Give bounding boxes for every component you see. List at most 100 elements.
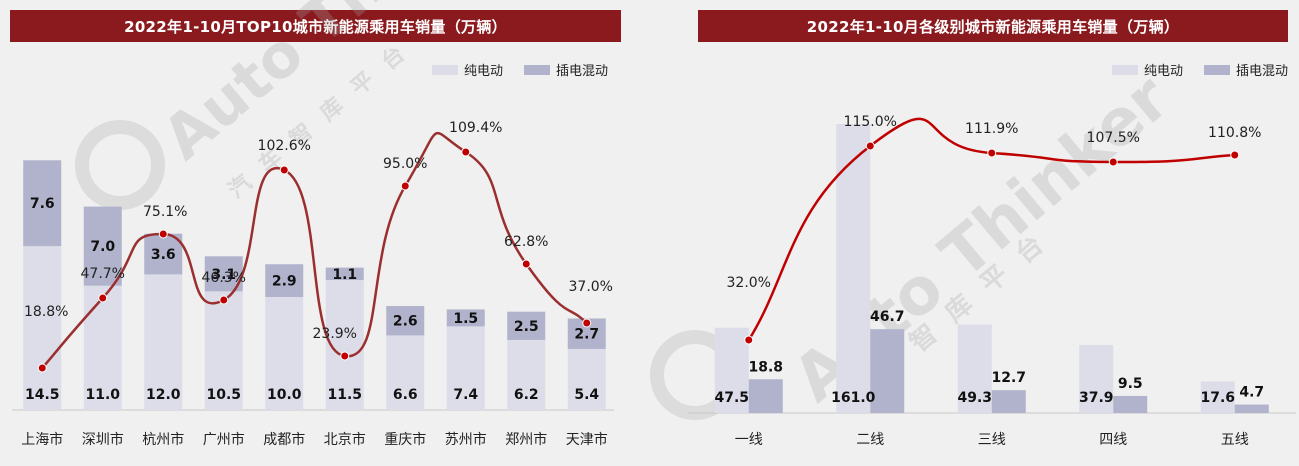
growth-label: 18.8% [24, 304, 68, 320]
x-tick-label: 重庆市 [384, 431, 426, 448]
growth-point [158, 229, 168, 239]
left-chart-title: 2022年1-10月TOP10城市新能源乘用车销量（万辆） [10, 10, 621, 42]
bar-label-bev: 161.0 [831, 390, 876, 406]
bar-phev [1234, 404, 1269, 413]
bar-phev [748, 379, 783, 413]
growth-label: 115.0% [844, 114, 897, 130]
x-tick-label: 三线 [978, 432, 1006, 448]
growth-point [865, 141, 875, 151]
bar-label-bev: 10.0 [267, 387, 302, 403]
x-tick-label: 四线 [1099, 432, 1127, 448]
growth-label: 32.0% [727, 275, 771, 291]
bar-label-bev: 49.3 [957, 390, 992, 406]
growth-point [521, 259, 531, 269]
bar-phev [265, 264, 304, 297]
growth-point [219, 295, 229, 305]
legend-swatch-bev [1112, 65, 1138, 75]
legend-swatch-bev [432, 65, 458, 75]
growth-label: 102.6% [258, 138, 311, 154]
bar-bev [83, 285, 122, 410]
bar-bev [957, 324, 992, 413]
bar-bev [507, 339, 546, 410]
growth-label: 62.8% [504, 234, 548, 250]
x-tick-label: 成都市 [263, 431, 305, 448]
growth-point [340, 351, 350, 361]
bar-label-phev: 1.1 [332, 267, 357, 283]
bar-label-bev: 47.5 [714, 390, 749, 406]
bar-label-bev: 37.9 [1079, 390, 1114, 406]
bar-label-bev: 12.0 [146, 387, 181, 403]
bar-bev [204, 291, 243, 410]
growth-label: 37.0% [569, 279, 613, 295]
right-chart-title: 2022年1-10月各级别城市新能源乘用车销量（万辆） [698, 10, 1288, 42]
legend-label-bev: 纯电动 [464, 64, 503, 79]
bar-label-bev: 10.5 [206, 387, 241, 403]
legend-label-phev: 插电混动 [556, 64, 608, 79]
x-tick-label: 二线 [856, 432, 884, 448]
bar-bev [386, 335, 425, 410]
growth-point [744, 335, 754, 345]
bar-phev [23, 160, 62, 247]
bar-label-bev: 5.4 [574, 387, 599, 403]
bar-phev [325, 267, 364, 281]
bar-label-bev: 11.0 [85, 387, 120, 403]
bar-bev [446, 326, 485, 410]
legend-swatch-phev [524, 65, 550, 75]
bar-label-phev: 9.5 [1118, 376, 1143, 392]
bar-phev [83, 206, 122, 286]
x-tick-label: 杭州市 [142, 431, 184, 448]
bar-phev [446, 309, 485, 327]
x-tick-label: 郑州市 [505, 431, 547, 448]
bar-label-phev: 2.9 [272, 274, 297, 290]
bar-phev [144, 233, 183, 275]
growth-label: 23.9% [313, 326, 357, 342]
growth-label: 95.0% [383, 156, 427, 172]
bar-label-bev: 7.4 [453, 387, 478, 403]
bar-bev [1200, 381, 1235, 413]
bar-phev [386, 306, 425, 336]
growth-point [98, 293, 108, 303]
bar-bev [1079, 344, 1114, 413]
bar-bev [265, 297, 304, 410]
x-tick-label: 一线 [735, 432, 763, 448]
bar-bev [567, 348, 606, 410]
growth-label: 111.9% [965, 121, 1018, 137]
bar-bev [144, 274, 183, 410]
bar-label-phev: 12.7 [991, 370, 1026, 386]
growth-label: 46.3% [202, 270, 246, 286]
growth-point [37, 363, 47, 373]
bar-label-bev: 14.5 [25, 387, 60, 403]
x-tick-label: 深圳市 [82, 431, 124, 448]
x-tick-label: 五线 [1221, 432, 1249, 448]
growth-point [279, 165, 289, 175]
bar-phev [870, 329, 905, 413]
bar-label-bev: 6.6 [393, 387, 418, 403]
growth-line-left [41, 131, 588, 369]
growth-label: 47.7% [81, 266, 125, 282]
bar-bev [23, 246, 62, 410]
bar-bev [714, 327, 749, 413]
bar-label-phev: 2.5 [514, 319, 539, 335]
growth-label: 109.4% [449, 120, 502, 136]
legend-label-bev: 纯电动 [1144, 64, 1183, 79]
growth-label: 110.8% [1208, 125, 1261, 141]
growth-label: 107.5% [1087, 130, 1140, 146]
x-tick-label: 天津市 [566, 431, 608, 448]
bar-label-bev: 17.6 [1200, 390, 1235, 406]
bar-label-bev: 6.2 [514, 387, 539, 403]
bar-phev [507, 311, 546, 340]
bar-label-phev: 1.5 [453, 311, 478, 327]
bar-phev [991, 390, 1026, 413]
growth-line-right [747, 117, 1235, 341]
bar-label-phev: 7.6 [30, 196, 55, 212]
bar-label-phev: 46.7 [870, 309, 905, 325]
x-tick-label: 广州市 [203, 431, 245, 448]
growth-point [1108, 157, 1118, 167]
bar-label-phev: 2.7 [574, 327, 599, 343]
growth-point [400, 181, 410, 191]
x-tick-label: 上海市 [21, 431, 63, 448]
x-tick-label: 苏州市 [445, 431, 487, 448]
bar-label-phev: 4.7 [1239, 385, 1264, 401]
growth-label: 75.1% [143, 204, 187, 220]
